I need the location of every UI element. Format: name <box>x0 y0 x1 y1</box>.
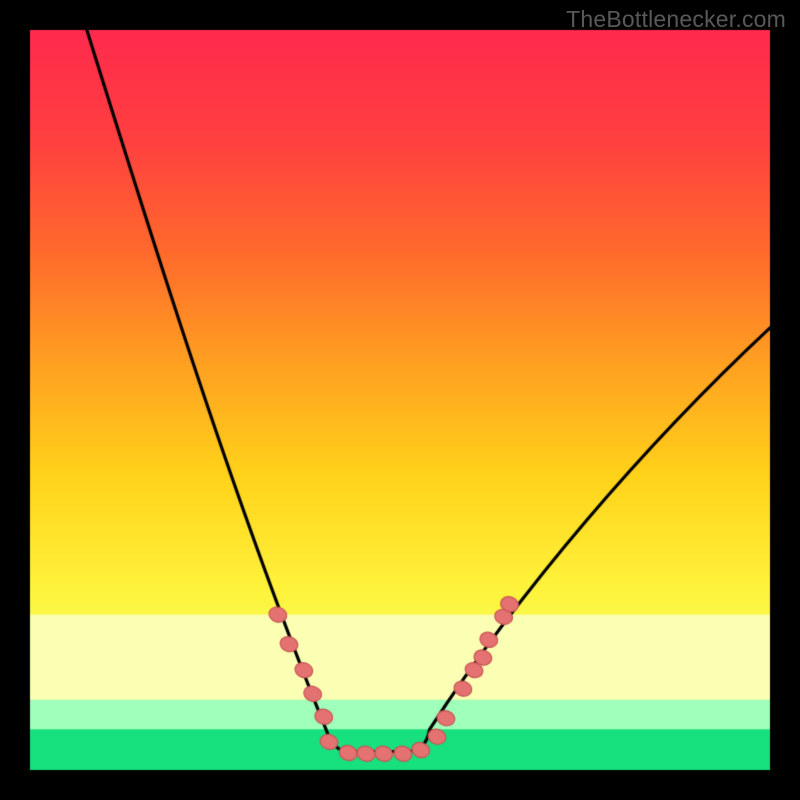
watermark-label: TheBottlenecker.com <box>566 6 786 33</box>
chart-stage: TheBottlenecker.com <box>0 0 800 800</box>
chart-canvas <box>0 0 800 800</box>
